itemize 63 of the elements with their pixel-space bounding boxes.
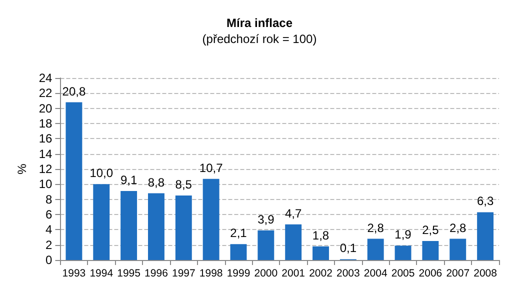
- data-label: 2,1: [230, 226, 248, 240]
- bar: [202, 178, 220, 260]
- x-tick-label: 1996: [144, 268, 168, 280]
- y-tick-label: 22: [38, 86, 53, 100]
- bar: [258, 230, 274, 260]
- bar: [422, 241, 439, 260]
- data-label: 4,7: [284, 206, 302, 220]
- x-tick-label: 2008: [474, 268, 498, 280]
- y-tick-label: 4: [46, 222, 53, 237]
- bar: [285, 224, 302, 260]
- x-tick-label: 1999: [226, 268, 250, 280]
- bar: [450, 238, 466, 260]
- data-label: 3,9: [258, 212, 275, 226]
- data-label: 6,3: [476, 194, 494, 208]
- bar: [230, 244, 247, 260]
- data-label: 1,9: [394, 228, 412, 242]
- x-tick-label: 1997: [172, 268, 196, 280]
- bar: [312, 246, 329, 260]
- data-label: 0,1: [340, 241, 357, 256]
- x-tick-label: 1998: [199, 268, 223, 280]
- x-tick-label: 2000: [254, 268, 278, 280]
- data-label: 8,5: [175, 178, 192, 192]
- data-label: 2,5: [422, 223, 440, 238]
- y-tick-label: 12: [38, 162, 53, 176]
- x-tick-label: 1994: [90, 268, 114, 280]
- x-tick-label: 2002: [309, 268, 333, 280]
- y-tick-label: 6: [46, 208, 53, 222]
- y-tick-label: 16: [38, 132, 53, 146]
- y-tick-label: 20: [38, 101, 53, 116]
- y-tick-label: 24: [38, 71, 53, 85]
- bar: [120, 190, 138, 260]
- bar: [477, 212, 494, 260]
- y-tick-label: 2: [46, 238, 53, 252]
- bar: [93, 184, 110, 260]
- y-axis-title: %: [15, 163, 29, 174]
- x-tick-label: 1993: [62, 268, 86, 280]
- x-tick-label: 2007: [446, 268, 470, 280]
- chart-subtitle: (předchozí rok = 100): [202, 32, 317, 46]
- data-label: 2,8: [367, 220, 384, 235]
- y-tick-label: 18: [38, 116, 53, 130]
- x-tick-label: 2003: [336, 268, 360, 280]
- y-tick-label: 10: [38, 177, 53, 192]
- bar: [148, 193, 164, 260]
- bar: [66, 102, 82, 260]
- data-label: 20,8: [62, 84, 86, 98]
- data-label: 9,1: [120, 172, 138, 187]
- data-label: 10,7: [199, 160, 224, 175]
- y-tick-label: 14: [38, 146, 53, 161]
- bar: [394, 246, 412, 260]
- data-label: 2,8: [450, 220, 467, 235]
- data-label: 1,8: [312, 228, 330, 242]
- x-tick-label: 2006: [418, 268, 442, 280]
- chart-title: Míra inflace: [226, 16, 293, 30]
- y-tick-label: 8: [46, 192, 53, 206]
- y-tick-label: 0: [46, 253, 53, 267]
- bar: [367, 238, 384, 260]
- x-tick-label: 1995: [117, 268, 141, 280]
- data-label: 8,8: [148, 175, 165, 190]
- x-tick-label: 2004: [364, 268, 388, 280]
- x-tick-label: 2001: [282, 268, 306, 280]
- bar: [175, 196, 192, 260]
- data-label: 10,0: [90, 166, 114, 180]
- x-tick-label: 2005: [391, 268, 415, 280]
